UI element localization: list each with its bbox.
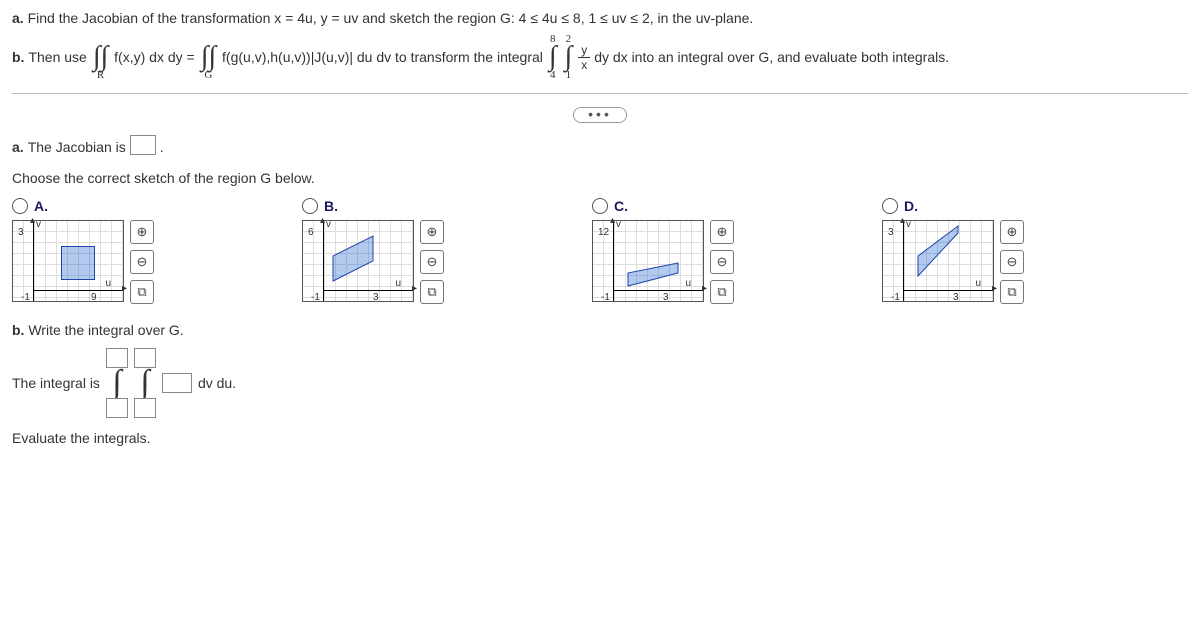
zoom-out-icon[interactable]: ⊖ — [710, 250, 734, 274]
a-text: The Jacobian is — [28, 139, 126, 155]
divider — [12, 93, 1188, 94]
integral-label: The integral is — [12, 375, 100, 391]
a-prefix: a. — [12, 139, 24, 155]
zoom-in-icon[interactable]: ⊕ — [710, 220, 734, 244]
popout-icon[interactable]: ⧉ — [1000, 280, 1024, 304]
a-suffix: . — [160, 139, 164, 155]
option-d: D. ▸▴ u v -1 3 3 ⊕ ⊖ ⧉ — [882, 198, 1142, 304]
options-row: A. ▸▴ u v -1 9 3 ⊕ ⊖ ⧉ — [12, 198, 1188, 304]
integrand-input[interactable] — [162, 373, 192, 393]
jacobian-input[interactable] — [130, 135, 156, 155]
chart-d: ▸▴ u v -1 3 3 — [882, 220, 994, 302]
option-b-label: B. — [324, 198, 338, 214]
evaluate-text: Evaluate the integrals. — [12, 430, 1188, 446]
lower-bound-1-input[interactable] — [106, 398, 128, 418]
integral-R: ∫∫ R — [93, 33, 108, 81]
zoom-in-icon[interactable]: ⊕ — [1000, 220, 1024, 244]
chart-a: ▸▴ u v -1 9 3 — [12, 220, 124, 302]
radio-d[interactable] — [882, 198, 898, 214]
zoom-in-icon[interactable]: ⊕ — [130, 220, 154, 244]
fraction-yx: y x — [578, 43, 590, 72]
popout-icon[interactable]: ⧉ — [130, 280, 154, 304]
int2-body: f(g(u,v),h(u,v))|J(u,v)| du dv to transf… — [222, 49, 543, 65]
integral-bounds-outer: 8 ∫ 4 — [549, 33, 557, 81]
integral-input-row: The integral is ∫ ∫ dv du. — [12, 348, 1188, 418]
option-c: C. ▸▴ u v -1 3 12 ⊕ ⊖ ⧉ — [592, 198, 852, 304]
option-c-label: C. — [614, 198, 628, 214]
integral-G: ∫∫ G — [201, 33, 216, 81]
option-a: A. ▸▴ u v -1 9 3 ⊕ ⊖ ⧉ — [12, 198, 272, 304]
lower-bound-2-input[interactable] — [134, 398, 156, 418]
zoom-in-icon[interactable]: ⊕ — [420, 220, 444, 244]
option-b: B. ▸▴ u v -1 3 6 ⊕ ⊖ ⧉ — [302, 198, 562, 304]
popout-icon[interactable]: ⧉ — [420, 280, 444, 304]
problem-b-row: b. Then use ∫∫ R f(x,y) dx dy = ∫∫ G f(g… — [12, 33, 1188, 81]
partb-header: b. Write the integral over G. — [12, 322, 1188, 338]
jacobian-answer-row: a. The Jacobian is . — [12, 135, 1188, 158]
option-d-label: D. — [904, 198, 918, 214]
option-a-label: A. — [34, 198, 48, 214]
integral-bounds-inner: 2 ∫ 1 — [565, 33, 573, 81]
zoom-out-icon[interactable]: ⊖ — [1000, 250, 1024, 274]
chart-b: ▸▴ u v -1 3 6 — [302, 220, 414, 302]
radio-a[interactable] — [12, 198, 28, 214]
label-a: a. — [12, 10, 24, 26]
b-suffix: dy dx into an integral over G, and evalu… — [594, 49, 949, 65]
b-prefix: Then use — [28, 49, 86, 65]
ellipsis-pill[interactable]: ••• — [12, 106, 1188, 123]
dv-du-text: dv du. — [198, 375, 236, 391]
radio-b[interactable] — [302, 198, 318, 214]
radio-c[interactable] — [592, 198, 608, 214]
text-a: Find the Jacobian of the transformation … — [28, 10, 754, 26]
sketch-prompt: Choose the correct sketch of the region … — [12, 170, 1188, 186]
zoom-out-icon[interactable]: ⊖ — [420, 250, 444, 274]
int1-body: f(x,y) dx dy = — [114, 49, 195, 65]
label-b: b. — [12, 49, 24, 65]
problem-a-text: a. Find the Jacobian of the transformati… — [12, 8, 1188, 29]
chart-c: ▸▴ u v -1 3 12 — [592, 220, 704, 302]
zoom-out-icon[interactable]: ⊖ — [130, 250, 154, 274]
popout-icon[interactable]: ⧉ — [710, 280, 734, 304]
